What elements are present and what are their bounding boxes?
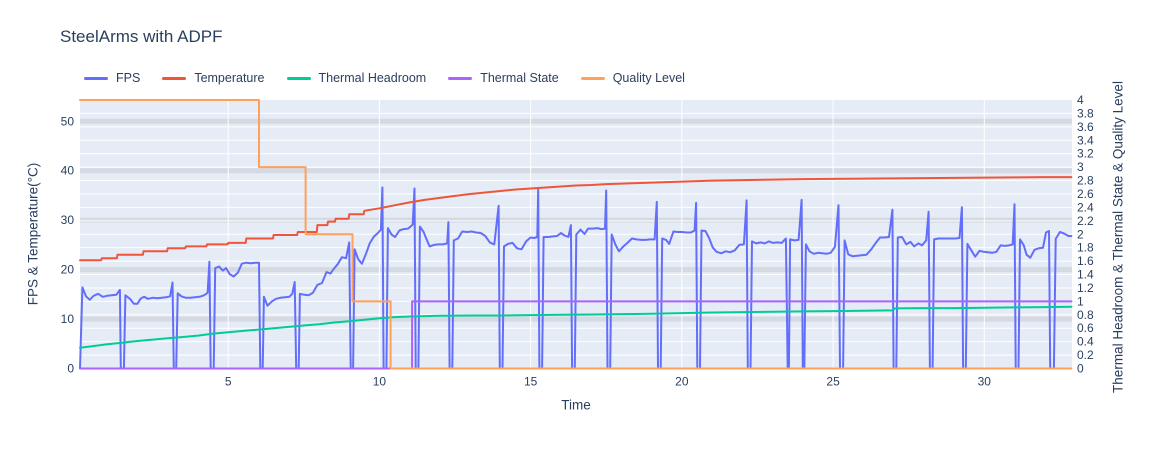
- y-right-tick-label: 0.6: [1077, 321, 1094, 335]
- series-thermal-headroom-line[interactable]: [79, 305, 1073, 349]
- y-right-tick-label: 1: [1077, 294, 1084, 308]
- legend: FPS Temperature Thermal Headroom Thermal St…: [84, 71, 685, 85]
- y-left-tick-label: 40: [61, 164, 75, 178]
- legend-swatch-fps: [84, 76, 108, 80]
- y-left-tick-label: 30: [61, 213, 75, 227]
- x-tick-label: 30: [978, 375, 992, 389]
- y-right-tick-label: 2.2: [1077, 214, 1094, 228]
- y-right-tick-label: 3: [1077, 160, 1084, 174]
- legend-item-quality-level[interactable]: Quality Level: [580, 71, 685, 85]
- legend-label-fps: FPS: [116, 71, 141, 85]
- legend-swatch-thermal-headroom: [286, 76, 311, 80]
- y-right-tick-label: 3.6: [1077, 120, 1094, 134]
- legend-item-thermal-headroom[interactable]: Thermal Headroom: [286, 71, 427, 85]
- legend-label-thermal-headroom: Thermal Headroom: [318, 71, 427, 85]
- legend-label-thermal-state: Thermal State: [480, 71, 559, 85]
- series: [79, 99, 1073, 370]
- legend-item-fps[interactable]: FPS: [84, 71, 140, 85]
- x-tick-label: 10: [373, 375, 387, 389]
- y-axis-left-title: FPS & Temperature(°C): [25, 162, 41, 306]
- x-tick-label: 15: [524, 375, 538, 389]
- legend-swatch-thermal-state: [448, 76, 473, 80]
- y-right-tick-label: 2.8: [1077, 174, 1094, 188]
- y-axis-right-title: Thermal Headroom & Thermal State & Quali…: [1110, 81, 1126, 393]
- y-right-tick-label: 0: [1077, 362, 1084, 376]
- tick-labels: 5 10 15 20 25 300102030405000.20.40.60.811.21…: [61, 93, 1094, 389]
- legend-label-temperature: Temperature: [194, 71, 265, 85]
- y-right-tick-label: 2.4: [1077, 200, 1094, 214]
- legend-swatch-temperature: [162, 76, 187, 80]
- left-gridline-band: [80, 168, 1072, 174]
- x-tick-label: 5: [225, 375, 232, 389]
- x-tick-label: 20: [675, 375, 689, 389]
- y-right-tick-label: 2.6: [1077, 187, 1094, 201]
- chart-title: SteelArms with ADPF: [60, 27, 223, 46]
- legend-swatch-quality-level: [580, 76, 605, 80]
- y-left-tick-label: 50: [61, 114, 75, 128]
- y-left-tick-label: 0: [67, 362, 74, 376]
- y-right-tick-label: 4: [1077, 93, 1084, 107]
- series-thermal-state-line[interactable]: [79, 300, 1073, 370]
- y-right-tick-label: 2: [1077, 227, 1084, 241]
- y-right-tick-label: 1.8: [1077, 241, 1094, 255]
- x-axis-title: Time: [561, 397, 591, 413]
- y-right-tick-label: 3.8: [1077, 106, 1094, 120]
- y-right-tick-label: 3.2: [1077, 147, 1094, 161]
- series-temperature-line[interactable]: [79, 176, 1073, 262]
- series-quality-level-line[interactable]: [79, 99, 1073, 370]
- x-tick-label: 25: [826, 375, 840, 389]
- y-left-tick-label: 10: [61, 312, 75, 326]
- legend-item-thermal-state[interactable]: Thermal State: [448, 71, 559, 85]
- y-right-tick-label: 0.2: [1077, 348, 1094, 362]
- y-right-tick-label: 0.8: [1077, 308, 1094, 322]
- legend-label-quality-level: Quality Level: [612, 71, 685, 85]
- y-left-tick-label: 20: [61, 263, 75, 277]
- left-gridline-band: [80, 217, 1072, 223]
- y-right-tick-label: 1.4: [1077, 268, 1094, 282]
- y-right-tick-label: 0.4: [1077, 335, 1094, 349]
- legend-item-temperature[interactable]: Temperature: [162, 71, 265, 85]
- y-right-tick-label: 3.4: [1077, 133, 1094, 147]
- left-gridline-band: [80, 118, 1072, 124]
- y-right-tick-label: 1.6: [1077, 254, 1094, 268]
- y-right-tick-label: 1.2: [1077, 281, 1094, 295]
